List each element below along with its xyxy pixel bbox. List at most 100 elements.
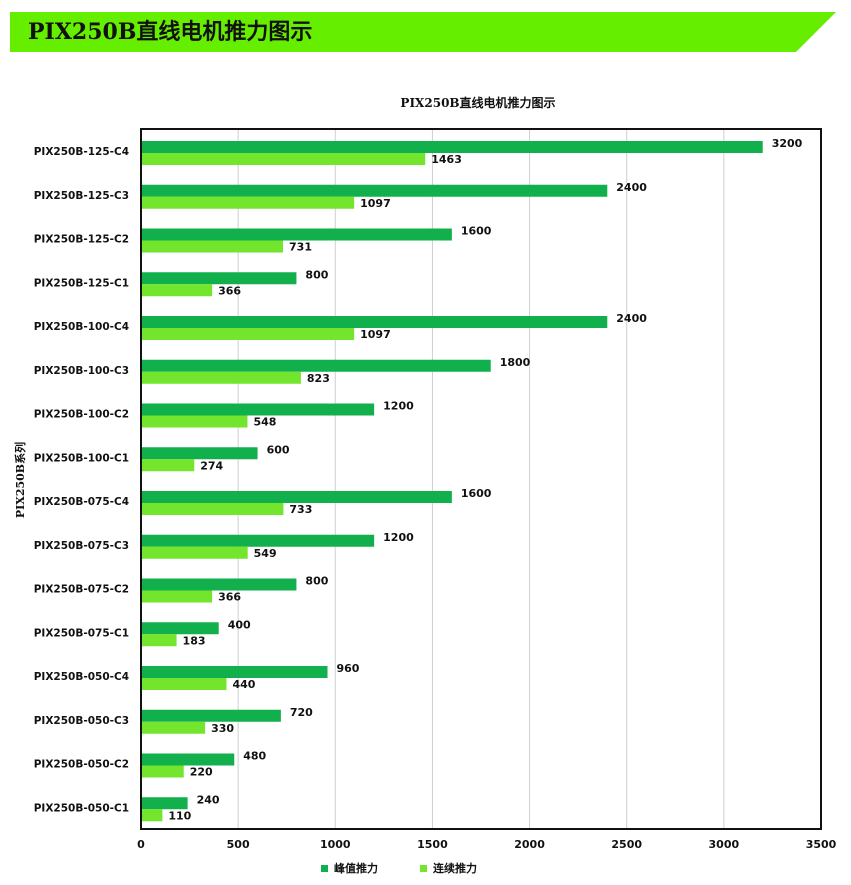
data-label-continuous: 1097 <box>360 328 391 341</box>
data-label-continuous: 823 <box>307 372 330 385</box>
bar-peak <box>141 228 452 241</box>
category-label: PIX250B-050-C1 <box>34 802 129 814</box>
bar-continuous <box>141 765 184 778</box>
bar-continuous <box>141 634 177 647</box>
bar-continuous <box>141 721 206 734</box>
bar-peak <box>141 447 258 460</box>
legend-item: 连续推力 <box>420 861 477 875</box>
category-label: PIX250B-075-C3 <box>34 540 129 552</box>
category-label: PIX250B-125-C1 <box>34 277 129 289</box>
bar-peak <box>141 797 188 810</box>
data-label-peak: 800 <box>305 575 328 588</box>
x-tick-label: 0 <box>137 838 145 851</box>
bar-continuous <box>141 415 248 428</box>
x-tick-label: 3000 <box>709 838 740 851</box>
bar-continuous <box>141 546 248 559</box>
data-label-peak: 2400 <box>616 181 647 194</box>
x-tick-label: 1500 <box>417 838 448 851</box>
x-tick-label: 2000 <box>514 838 545 851</box>
bars: 3200 1463 2400 1097 1600 731 800 366 2400 1097 180… <box>141 137 803 822</box>
data-label-continuous: 274 <box>200 459 223 472</box>
category-label: PIX250B-050-C2 <box>34 759 129 771</box>
category-label: PIX250B-075-C1 <box>34 627 129 639</box>
data-label-continuous: 330 <box>211 722 234 735</box>
x-tick-label: 500 <box>227 838 250 851</box>
data-label-peak: 1800 <box>500 356 531 369</box>
bar-peak <box>141 403 375 416</box>
data-label-peak: 720 <box>290 706 313 719</box>
bar-peak <box>141 359 491 372</box>
data-label-peak: 800 <box>305 268 328 281</box>
bar-peak <box>141 141 763 153</box>
data-label-continuous: 220 <box>190 766 213 779</box>
data-label-peak: 600 <box>267 443 290 456</box>
data-label-continuous: 183 <box>183 634 206 647</box>
data-label-continuous: 366 <box>218 284 241 297</box>
bar-peak <box>141 491 452 503</box>
bar-peak <box>141 534 375 547</box>
bar-continuous <box>141 328 355 340</box>
legend-item: 峰值推力 <box>321 861 378 875</box>
data-label-peak: 400 <box>228 618 251 631</box>
bar-continuous <box>141 590 213 603</box>
data-label-continuous: 733 <box>289 503 312 516</box>
bar-peak <box>141 666 328 678</box>
category-label: PIX250B-125-C4 <box>34 146 129 158</box>
data-label-continuous: 366 <box>218 591 241 604</box>
legend-swatch <box>321 865 328 872</box>
data-label-peak: 1200 <box>383 531 414 544</box>
bar-peak <box>141 272 297 285</box>
data-label-peak: 3200 <box>772 137 803 150</box>
category-label: PIX250B-050-C4 <box>34 671 129 683</box>
bar-continuous <box>141 809 163 822</box>
category-label: PIX250B-100-C4 <box>34 321 129 333</box>
category-label: PIX250B-125-C2 <box>34 234 129 246</box>
bar-peak <box>141 709 281 722</box>
plot-frame <box>140 128 822 830</box>
data-label-peak: 1200 <box>383 400 414 413</box>
x-tick-label: 2500 <box>611 838 642 851</box>
bar-continuous <box>141 678 227 690</box>
bar-peak <box>141 578 297 591</box>
data-label-peak: 960 <box>337 662 360 675</box>
bar-continuous <box>141 459 195 472</box>
category-label: PIX250B-100-C1 <box>34 452 129 464</box>
chart-title: PIX250B直线电机推力图示 <box>400 95 555 110</box>
bar-peak <box>141 184 608 197</box>
data-label-continuous: 548 <box>253 416 276 429</box>
bar-peak <box>141 622 219 635</box>
legend: 峰值推力 连续推力 <box>321 861 477 875</box>
bar-peak <box>141 753 235 766</box>
bar-continuous <box>141 371 301 384</box>
bar-peak <box>141 316 608 328</box>
header-banner <box>10 12 836 52</box>
category-label: PIX250B-125-C3 <box>34 190 129 202</box>
bar-continuous <box>141 503 284 515</box>
bar-continuous <box>141 240 284 253</box>
category-labels: PIX250B-125-C4 PIX250B-125-C3 PIX250B-125-… <box>34 146 129 814</box>
category-label: PIX250B-050-C3 <box>34 715 129 727</box>
bar-continuous <box>141 284 213 297</box>
x-tick-labels: 0 500 1000 1500 2000 2500 3000 3500 <box>137 838 836 851</box>
category-label: PIX250B-075-C4 <box>34 496 129 508</box>
data-label-peak: 1600 <box>461 225 492 238</box>
data-label-peak: 240 <box>197 793 220 806</box>
data-label-continuous: 549 <box>254 547 277 560</box>
data-label-continuous: 1463 <box>431 153 462 166</box>
category-label: PIX250B-100-C2 <box>34 409 129 421</box>
legend-label: 连续推力 <box>433 861 477 875</box>
y-axis-label: PIX250B系列 <box>13 442 27 518</box>
bar-continuous <box>141 153 426 165</box>
data-label-continuous: 110 <box>168 809 191 822</box>
category-label: PIX250B-100-C3 <box>34 365 129 377</box>
legend-label: 峰值推力 <box>334 861 378 875</box>
category-label: PIX250B-075-C2 <box>34 584 129 596</box>
data-label-peak: 480 <box>243 750 266 763</box>
data-label-peak: 2400 <box>616 312 647 325</box>
page-title: PIX250B直线电机推力图示 <box>28 19 313 45</box>
x-tick-label: 3500 <box>806 838 837 851</box>
data-label-continuous: 440 <box>232 678 255 691</box>
data-label-continuous: 731 <box>289 241 312 254</box>
legend-swatch <box>420 865 427 872</box>
